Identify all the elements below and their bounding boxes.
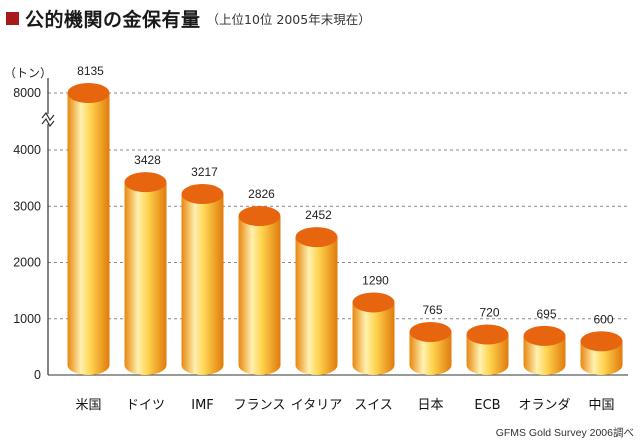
x-tick-label-日本: 日本 <box>417 398 443 413</box>
y-tick-label-1000: 1000 <box>13 312 41 326</box>
bar-ECB <box>466 324 509 375</box>
bar-body <box>295 237 338 375</box>
bar-IMF <box>181 184 224 375</box>
bar-フランス <box>238 206 281 375</box>
title-square-icon <box>6 11 19 25</box>
x-tick-label-フランス: フランス <box>234 398 286 413</box>
bar-top-cap <box>238 206 281 227</box>
chart-title-main: 公的機関の金保有量 <box>25 8 201 31</box>
bar-米国 <box>67 83 110 375</box>
x-tick-label-ドイツ: ドイツ <box>126 398 165 413</box>
bar-スイス <box>352 292 395 375</box>
y-tick-label-8000: 8000 <box>13 86 41 100</box>
bar-body <box>466 334 509 375</box>
data-label-イタリア: 2452 <box>305 208 332 222</box>
bar-top-cap <box>295 227 338 248</box>
axis-break-icon <box>41 111 55 128</box>
x-tick-label-ECB: ECB <box>474 398 500 413</box>
source-note: GFMS Gold Survey 2006調べ <box>495 427 634 439</box>
chart-title-sub: （上位10位 2005年末現在） <box>206 11 371 27</box>
y-axis-unit-label: （トン） <box>4 66 53 80</box>
bar-body <box>409 331 452 375</box>
bar-オランダ <box>523 325 566 375</box>
data-label-米国: 8135 <box>77 64 104 78</box>
bar-top-cap <box>409 321 452 342</box>
x-tick-label-中国: 中国 <box>588 398 614 413</box>
bar-top-cap <box>580 331 623 352</box>
x-tick-label-スイス: スイス <box>354 398 393 413</box>
y-tick-label-0: 0 <box>34 368 41 382</box>
bar-body <box>67 93 110 375</box>
x-tick-label-イタリア: イタリア <box>291 398 342 413</box>
bar-top-cap <box>181 184 224 205</box>
data-label-中国: 600 <box>593 312 613 326</box>
bar-中国 <box>580 331 623 375</box>
bar-top-cap <box>466 324 509 345</box>
data-label-IMF: 3217 <box>191 165 218 179</box>
chart-title: 公的機関の金保有量 （上位10位 2005年末現在） <box>6 5 371 31</box>
bar-top-cap <box>523 325 566 346</box>
data-label-日本: 765 <box>422 303 442 317</box>
x-tick-label-オランダ: オランダ <box>518 398 570 413</box>
bar-body <box>124 182 167 375</box>
x-tick-label-IMF: IMF <box>191 398 214 413</box>
bar-body <box>181 194 224 375</box>
bar-top-cap <box>67 83 110 103</box>
x-tick-label-米国: 米国 <box>75 398 101 413</box>
y-tick-label-3000: 3000 <box>13 199 41 213</box>
bar-top-cap <box>352 292 395 313</box>
data-label-ドイツ: 3428 <box>134 153 161 167</box>
bar-top-cap <box>124 172 167 193</box>
data-label-スイス: 1290 <box>362 273 389 287</box>
y-tick-label-4000: 4000 <box>13 143 41 157</box>
data-label-フランス: 2826 <box>248 187 275 201</box>
bar-body <box>238 216 281 375</box>
bar-イタリア <box>295 227 338 375</box>
data-label-ECB: 720 <box>479 306 499 320</box>
bar-ドイツ <box>124 172 167 375</box>
y-tick-label-2000: 2000 <box>13 256 41 270</box>
bar-body <box>352 302 395 375</box>
bar-日本 <box>409 321 452 375</box>
bar-body <box>523 335 566 375</box>
data-label-オランダ: 695 <box>536 307 556 321</box>
